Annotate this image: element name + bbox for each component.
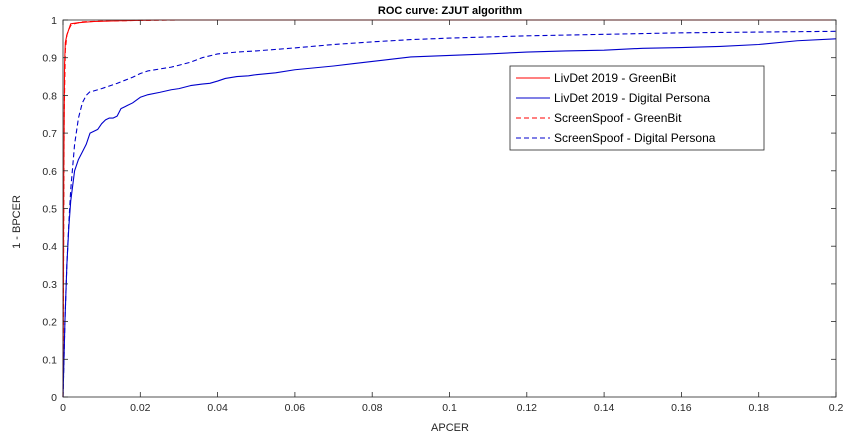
- legend-entry: ScreenSpoof - GreenBit: [554, 111, 682, 125]
- x-tick-label: 0.16: [671, 402, 692, 414]
- x-tick-label: 0.04: [207, 402, 228, 414]
- legend-box: [509, 65, 765, 151]
- x-tick-label: 0.06: [285, 402, 306, 414]
- y-tick-label: 0.3: [42, 279, 57, 291]
- x-axis-ticks: 0 0.02 0.04 0.06 0.08 0.1 0.12 0.14 0.16 0.18 0.2: [60, 20, 843, 414]
- y-tick-label: 0.7: [42, 128, 57, 140]
- legend-entry: LivDet 2019 - GreenBit: [554, 71, 677, 85]
- legend: LivDet 2019 - GreenBit LivDet 2019 - Digi…: [509, 65, 765, 151]
- legend-entry: ScreenSpoof - Digital Persona: [554, 131, 716, 145]
- y-tick-label: 0.5: [42, 204, 57, 216]
- series-line-screenspoof-digital-persona: [62, 30, 837, 398]
- x-tick-label: 0.02: [130, 402, 151, 414]
- y-tick-label: 0.4: [42, 241, 57, 253]
- x-tick-label: 0.2: [829, 402, 844, 414]
- series-line-livdet-2019-digital-persona: [62, 38, 837, 398]
- y-tick-label: 0: [51, 392, 57, 404]
- legend-entry: LivDet 2019 - Digital Persona: [554, 91, 710, 105]
- x-tick-label: 0.12: [517, 402, 538, 414]
- x-tick-label: 0.08: [362, 402, 383, 414]
- x-tick-label: 0.14: [594, 402, 615, 414]
- y-tick-label: 0.9: [42, 53, 57, 65]
- y-tick-label: 0.6: [42, 166, 57, 178]
- y-tick-label: 0.8: [42, 90, 57, 102]
- x-tick-label: 0.1: [442, 402, 457, 414]
- y-tick-label: 1: [51, 15, 57, 27]
- y-tick-label: 0.1: [42, 354, 57, 366]
- x-tick-label: 0.18: [748, 402, 769, 414]
- y-tick-label: 0.2: [42, 317, 57, 329]
- y-axis-ticks: 0 0.1 0.2 0.3 0.4 0.5 0.6 0.7 0.8 0.9 1: [42, 15, 836, 404]
- x-axis-label: APCER: [431, 422, 469, 434]
- y-axis-label: 1 - BPCER: [11, 195, 23, 249]
- x-tick-label: 0: [60, 402, 66, 414]
- chart-title: ROC curve: ZJUT algorithm: [378, 5, 522, 17]
